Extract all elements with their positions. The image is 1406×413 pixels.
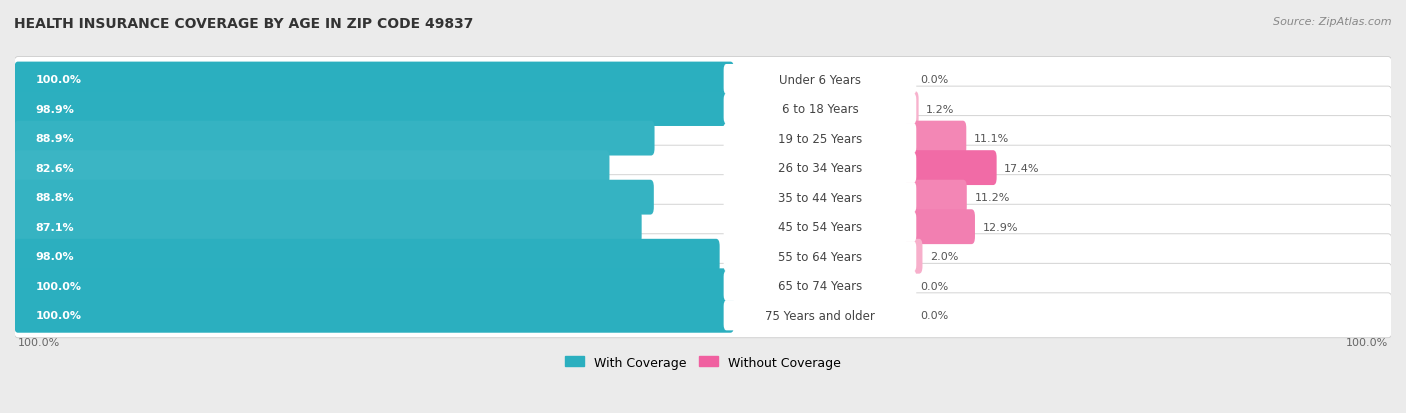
FancyBboxPatch shape [724,271,917,301]
Text: 100.0%: 100.0% [18,337,60,347]
FancyBboxPatch shape [724,124,917,154]
FancyBboxPatch shape [14,239,720,274]
Text: 88.9%: 88.9% [35,134,75,144]
FancyBboxPatch shape [724,183,917,213]
Text: 82.6%: 82.6% [35,163,75,173]
FancyBboxPatch shape [724,301,917,330]
Text: 35 to 44 Years: 35 to 44 Years [778,191,862,204]
FancyBboxPatch shape [14,57,1392,102]
FancyBboxPatch shape [14,263,1392,309]
Text: 98.0%: 98.0% [35,252,75,261]
Text: 1.2%: 1.2% [927,104,955,114]
FancyBboxPatch shape [14,293,1392,338]
Text: 87.1%: 87.1% [35,222,75,232]
Text: 55 to 64 Years: 55 to 64 Years [778,250,862,263]
FancyBboxPatch shape [14,175,1392,220]
FancyBboxPatch shape [14,121,655,156]
FancyBboxPatch shape [14,234,1392,279]
FancyBboxPatch shape [905,92,918,127]
FancyBboxPatch shape [14,116,1392,161]
Text: 75 Years and older: 75 Years and older [765,309,875,322]
Text: 100.0%: 100.0% [35,311,82,320]
Text: Under 6 Years: Under 6 Years [779,74,860,86]
Text: 17.4%: 17.4% [1004,163,1039,173]
Text: 88.8%: 88.8% [35,193,75,203]
Text: HEALTH INSURANCE COVERAGE BY AGE IN ZIP CODE 49837: HEALTH INSURANCE COVERAGE BY AGE IN ZIP … [14,17,474,31]
FancyBboxPatch shape [905,121,966,156]
Text: 100.0%: 100.0% [35,75,82,85]
FancyBboxPatch shape [724,153,917,183]
FancyBboxPatch shape [905,210,974,244]
Text: 2.0%: 2.0% [929,252,959,261]
FancyBboxPatch shape [14,269,734,304]
FancyBboxPatch shape [905,151,997,185]
Text: 0.0%: 0.0% [921,281,949,291]
Text: 0.0%: 0.0% [921,75,949,85]
FancyBboxPatch shape [724,242,917,272]
Text: 100.0%: 100.0% [1346,337,1388,347]
FancyBboxPatch shape [905,180,967,215]
FancyBboxPatch shape [14,146,1392,191]
FancyBboxPatch shape [14,210,641,244]
Text: 45 to 54 Years: 45 to 54 Years [778,221,862,234]
Legend: With Coverage, Without Coverage: With Coverage, Without Coverage [561,352,845,373]
Text: 26 to 34 Years: 26 to 34 Years [778,162,862,175]
FancyBboxPatch shape [14,298,734,333]
FancyBboxPatch shape [724,94,917,124]
Text: 12.9%: 12.9% [983,222,1018,232]
FancyBboxPatch shape [724,65,917,95]
Text: Source: ZipAtlas.com: Source: ZipAtlas.com [1274,17,1392,26]
FancyBboxPatch shape [14,92,725,127]
FancyBboxPatch shape [14,62,734,97]
Text: 11.2%: 11.2% [974,193,1010,203]
FancyBboxPatch shape [14,87,1392,132]
Text: 98.9%: 98.9% [35,104,75,114]
Text: 6 to 18 Years: 6 to 18 Years [782,103,858,116]
FancyBboxPatch shape [905,239,922,274]
Text: 65 to 74 Years: 65 to 74 Years [778,280,862,292]
Text: 11.1%: 11.1% [974,134,1010,144]
FancyBboxPatch shape [14,180,654,215]
FancyBboxPatch shape [724,212,917,242]
Text: 19 to 25 Years: 19 to 25 Years [778,132,862,145]
FancyBboxPatch shape [14,205,1392,249]
Text: 0.0%: 0.0% [921,311,949,320]
Text: 100.0%: 100.0% [35,281,82,291]
FancyBboxPatch shape [14,151,609,185]
